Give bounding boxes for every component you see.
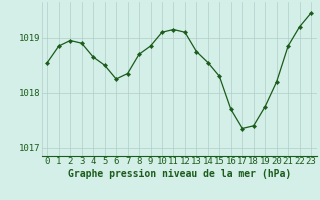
X-axis label: Graphe pression niveau de la mer (hPa): Graphe pression niveau de la mer (hPa)	[68, 169, 291, 179]
